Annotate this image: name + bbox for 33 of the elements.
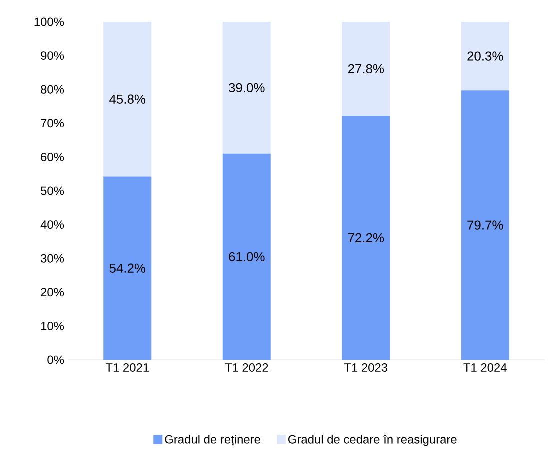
y-tick-label: 10% — [41, 322, 64, 330]
data-label: 72.2% — [348, 233, 384, 243]
y-tick-label: 70% — [41, 119, 64, 128]
legend-label: Gradul de cedare în reasigurare — [288, 435, 457, 446]
bar — [222, 154, 271, 360]
y-tick-label: 80% — [41, 85, 64, 94]
y-tick-label: 30% — [41, 254, 64, 263]
data-label: 54.2% — [110, 264, 146, 273]
y-tick-label: 100% — [34, 18, 64, 26]
y-tick-label: 60% — [41, 152, 64, 162]
data-label: 20.3% — [468, 52, 504, 61]
data-label: 39.0% — [229, 83, 265, 92]
data-label: 79.7% — [468, 220, 504, 230]
bar — [222, 22, 271, 154]
data-label: 61.0% — [229, 252, 265, 262]
bar — [342, 116, 390, 360]
bar — [104, 22, 152, 177]
y-tick-label: 40% — [40, 220, 64, 230]
x-tick-label: T1 2021 — [106, 364, 149, 372]
data-label: 27.8% — [348, 64, 384, 74]
x-tick-label: T1 2022 — [225, 364, 268, 372]
x-tick-label: T1 2023 — [344, 364, 388, 372]
x-tick-label: T1 2024 — [464, 364, 507, 372]
y-tick-label: 20% — [41, 288, 64, 297]
bar — [461, 90, 510, 360]
y-tick-label: 90% — [41, 52, 64, 60]
bar — [104, 176, 152, 360]
y-tick-label: 0% — [48, 356, 64, 364]
data-label: 45.8% — [110, 94, 146, 104]
y-tick-label: 50% — [41, 186, 64, 196]
legend-label: Gradul de reținere — [165, 435, 260, 446]
bar — [342, 22, 390, 116]
bar — [461, 22, 510, 91]
